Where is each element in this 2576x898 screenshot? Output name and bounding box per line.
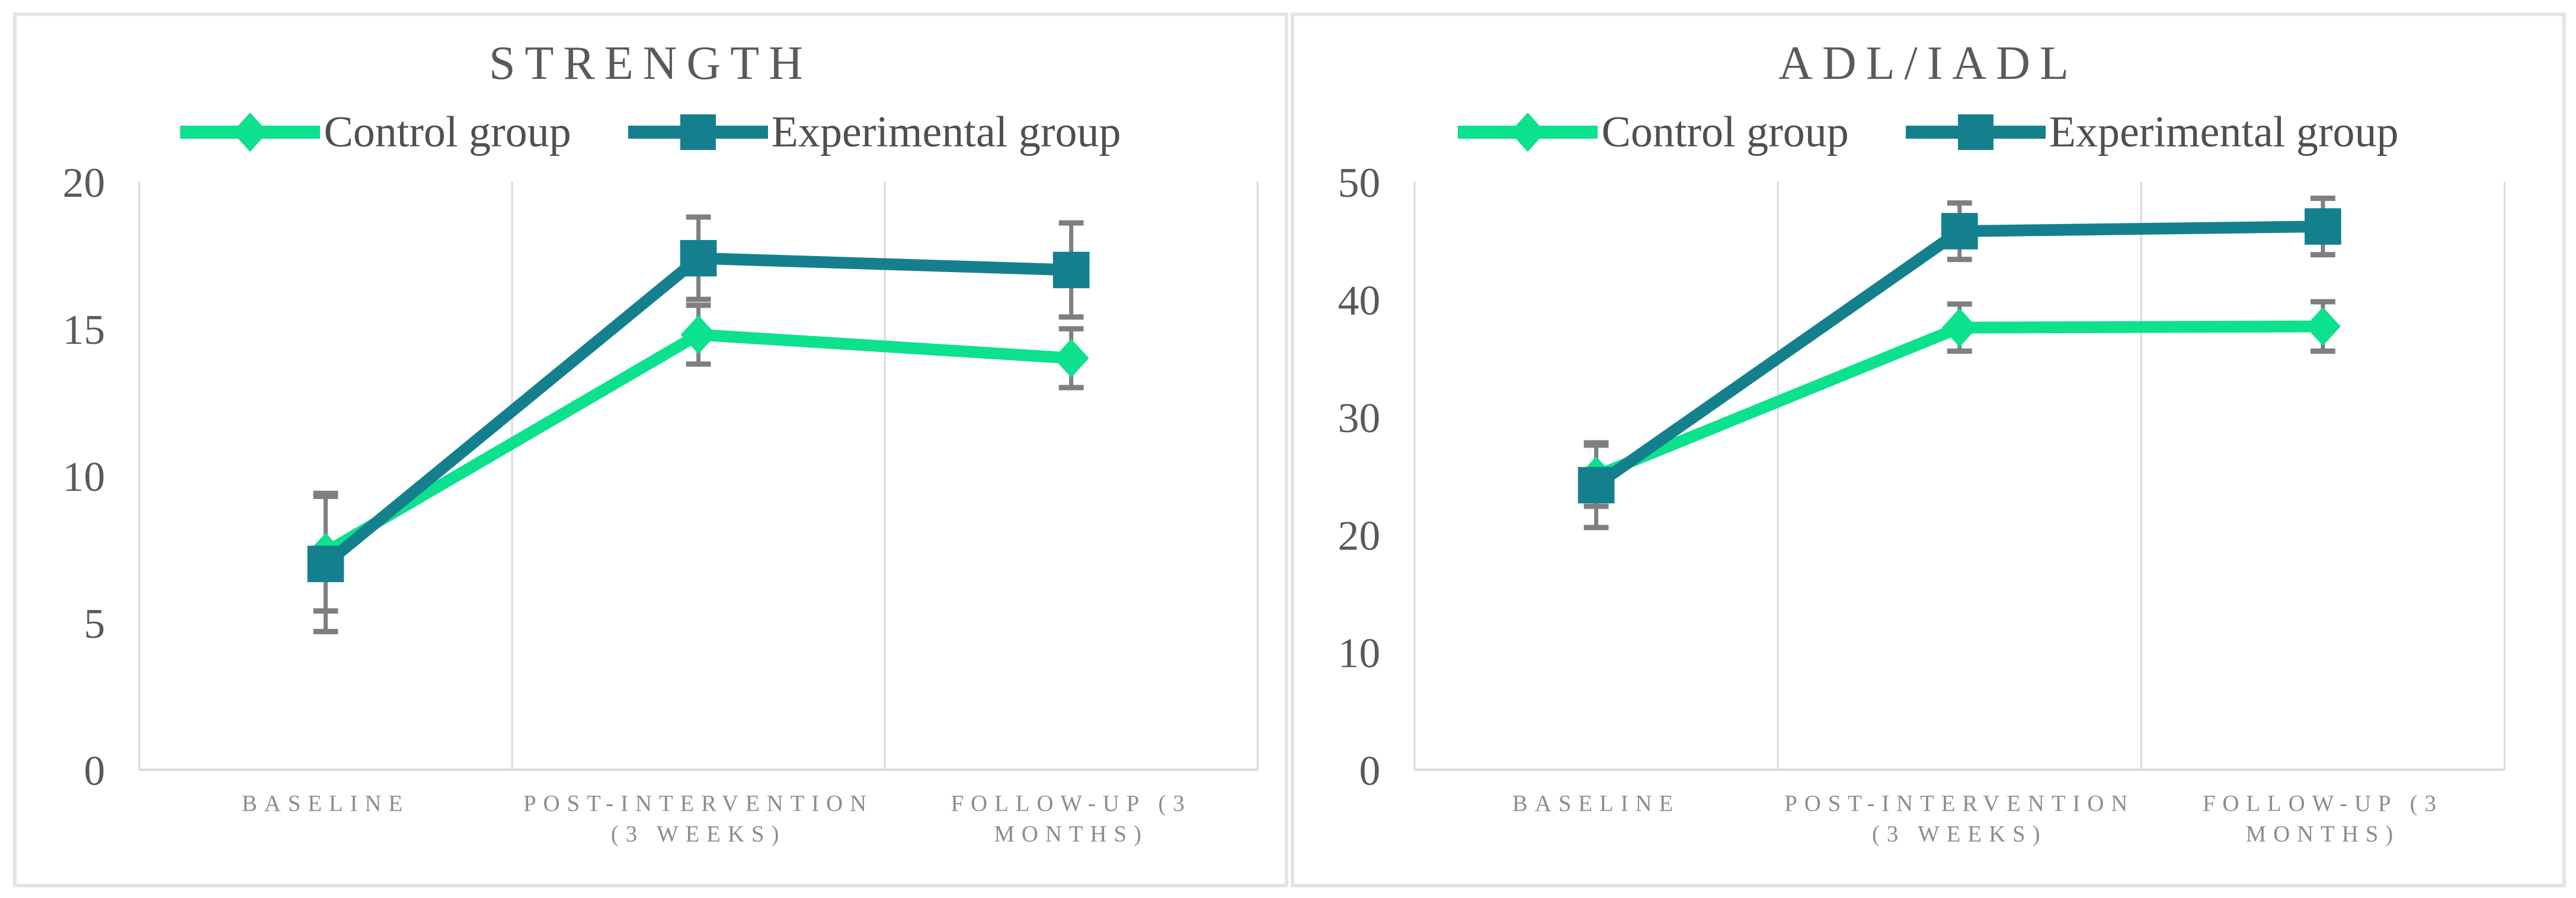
experimental-series-marker-icon [628, 114, 768, 150]
y-tick-label: 0 [84, 747, 105, 794]
y-tick-label: 10 [63, 453, 105, 500]
experimental-series-marker-icon [1905, 114, 2046, 150]
x-category-label: (3 WEEKS) [1872, 822, 2047, 847]
legend-label-control: Control group [1601, 107, 1849, 156]
control-diamond-marker [2305, 306, 2341, 346]
y-tick-label: 20 [1338, 512, 1381, 559]
y-tick-label: 40 [1338, 277, 1381, 324]
legend-square-marker [1957, 114, 1993, 150]
legend-label-experimental: Experimental group [771, 107, 1121, 156]
x-category-label: BASELINE [1512, 791, 1680, 816]
y-tick-label: 15 [63, 306, 105, 353]
y-tick-label: 0 [1359, 747, 1380, 794]
experimental-square-marker [1941, 213, 1978, 250]
x-category-label: MONTHS) [994, 822, 1148, 847]
control-series-marker-icon [1458, 113, 1598, 152]
experimental-square-marker [680, 239, 717, 277]
adl-iadl-plot-area: 0 10 20 30 40 50 BASELINE POST-INTERVENTION (3 W… [1338, 159, 2505, 847]
legend-square-marker [680, 114, 716, 150]
experimental-square-marker [2305, 208, 2341, 245]
series-line-experimental-group [1592, 220, 2324, 490]
legend-adl-iadl: Control group Experimental group [1294, 104, 2562, 161]
legend-item-experimental: Experimental group [628, 106, 1121, 159]
legend-item-experimental: Experimental group [1905, 106, 2399, 159]
y-tick-label: 10 [1338, 630, 1381, 677]
strength-plot-area: 0 5 10 15 20 BASELINE POST-INTERVENTION (3 WEEK… [63, 159, 1259, 847]
legend-item-control: Control group [1458, 106, 1849, 159]
x-category-label: MONTHS) [2246, 822, 2400, 847]
chart-title-strength: STRENGTH [489, 37, 812, 90]
legend-item-control: Control group [180, 106, 571, 159]
x-category-label: (3 WEEKS) [611, 822, 786, 847]
y-tick-label: 20 [63, 159, 105, 206]
control-series-marker-icon [180, 113, 321, 152]
experimental-square-marker [1577, 466, 1615, 504]
y-tick-label: 50 [1338, 159, 1381, 206]
series-line-control-group [322, 328, 1072, 558]
x-category-label: FOLLOW-UP (3 [951, 791, 1192, 816]
control-diamond-marker [680, 315, 716, 354]
strength-chart-panel: STRENGTH Control group Experimental grou… [13, 12, 1288, 887]
experimental-square-marker [307, 545, 344, 583]
x-category-label: FOLLOW-UP (3 [2203, 791, 2443, 816]
control-diamond-marker [1053, 338, 1089, 378]
experimental-square-marker [1052, 251, 1090, 289]
control-diamond-marker [1941, 308, 1977, 347]
chart-title-adl-iadl: ADL/IADL [1778, 37, 2078, 90]
legend-strength: Control group Experimental group [17, 104, 1285, 161]
y-tick-label: 5 [84, 600, 105, 647]
legend-label-experimental: Experimental group [2049, 107, 2399, 156]
legend-label-control: Control group [324, 107, 571, 156]
x-category-label: POST-INTERVENTION [1784, 791, 2135, 816]
x-category-label: POST-INTERVENTION [523, 791, 873, 816]
x-category-label: BASELINE [242, 791, 409, 816]
legend-diamond-marker [1510, 113, 1546, 152]
y-tick-label: 30 [1338, 395, 1381, 442]
legend-diamond-marker [232, 113, 268, 152]
adl-iadl-chart-panel: ADL/IADL Control group Experimental grou… [1291, 12, 2566, 887]
